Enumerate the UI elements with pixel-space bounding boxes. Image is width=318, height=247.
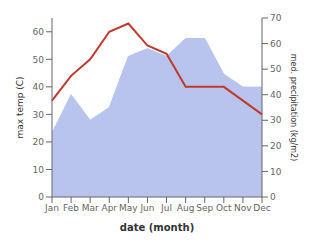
svg-text:60: 60 [33,27,45,37]
svg-text:30: 30 [270,115,282,125]
svg-text:Nov: Nov [234,203,252,213]
svg-text:60: 60 [270,39,282,49]
svg-text:Mar: Mar [82,203,99,213]
svg-text:med. precipitation (kg/m2): med. precipitation (kg/m2) [289,54,298,161]
svg-text:Aug: Aug [177,203,195,213]
svg-text:Sep: Sep [196,203,213,213]
svg-text:0: 0 [38,192,44,202]
svg-text:Jun: Jun [139,203,154,213]
svg-text:0: 0 [270,192,276,202]
svg-text:30: 30 [33,110,45,120]
svg-text:Jan: Jan [44,203,59,213]
svg-text:20: 20 [270,141,282,151]
svg-text:max temp (C): max temp (C) [15,76,25,138]
svg-text:20: 20 [33,137,45,147]
svg-text:40: 40 [270,90,282,100]
svg-text:date (month): date (month) [120,222,194,233]
svg-text:70: 70 [270,13,282,23]
svg-text:Apr: Apr [101,203,117,213]
svg-text:Dec: Dec [253,203,270,213]
svg-text:Feb: Feb [63,203,79,213]
svg-text:Oct: Oct [216,203,232,213]
svg-text:10: 10 [33,165,45,175]
svg-text:50: 50 [270,64,282,74]
svg-text:May: May [119,203,138,213]
svg-text:40: 40 [33,82,45,92]
svg-text:10: 10 [270,167,282,177]
svg-text:Jul: Jul [160,203,172,213]
svg-text:50: 50 [33,55,45,65]
